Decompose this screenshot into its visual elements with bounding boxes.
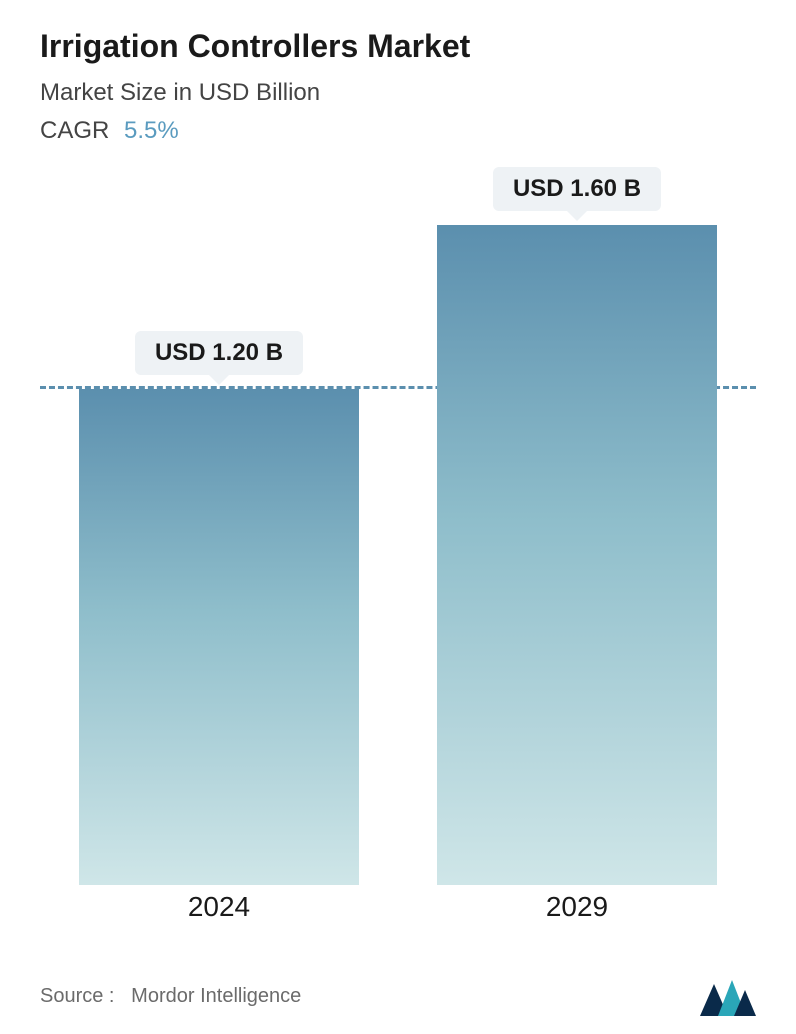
x-axis-labels: 2024 2029 bbox=[40, 891, 756, 935]
source-label: Source : bbox=[40, 985, 114, 1007]
source-name: Mordor Intelligence bbox=[131, 985, 301, 1007]
cagr-label: CAGR bbox=[40, 117, 109, 144]
chart-area: USD 1.20 B USD 1.60 B 2024 2029 bbox=[40, 195, 756, 935]
value-badge-0: USD 1.20 B bbox=[135, 331, 303, 375]
bar-0 bbox=[79, 389, 359, 885]
value-badge-1: USD 1.60 B bbox=[493, 167, 661, 211]
footer: Source : Mordor Intelligence bbox=[40, 976, 756, 1016]
chart-container: Irrigation Controllers Market Market Siz… bbox=[0, 0, 796, 1034]
source-text: Source : Mordor Intelligence bbox=[40, 985, 301, 1008]
brand-logo-icon bbox=[700, 976, 756, 1016]
bars-group: USD 1.20 B USD 1.60 B bbox=[40, 195, 756, 885]
bar-wrap-0: USD 1.20 B bbox=[69, 331, 369, 885]
chart-subtitle: Market Size in USD Billion bbox=[40, 79, 756, 107]
chart-title: Irrigation Controllers Market bbox=[40, 28, 756, 65]
x-label-1: 2029 bbox=[427, 891, 727, 935]
x-label-0: 2024 bbox=[69, 891, 369, 935]
bar-1 bbox=[437, 225, 717, 885]
cagr-row: CAGR 5.5% bbox=[40, 117, 756, 145]
bar-wrap-1: USD 1.60 B bbox=[427, 167, 727, 885]
cagr-value: 5.5% bbox=[124, 117, 179, 144]
